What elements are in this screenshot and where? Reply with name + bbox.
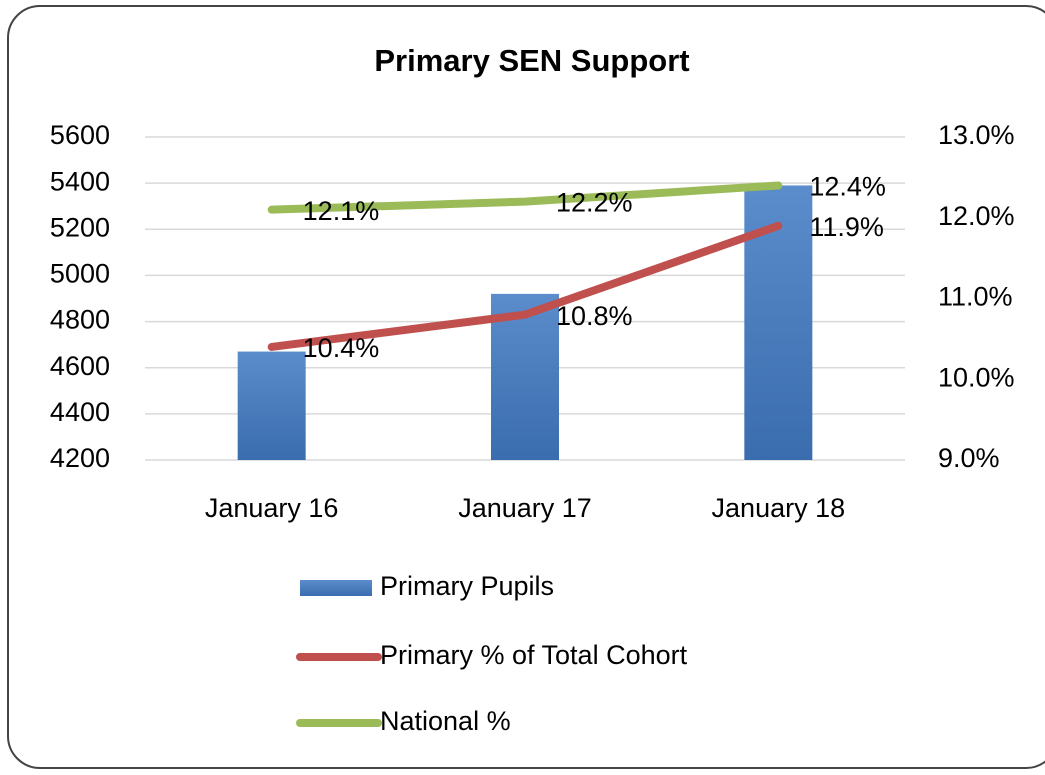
y-tick-label: 5400 [50,166,110,196]
y-tick-label: 4800 [50,305,110,335]
y-tick-label: 5000 [50,259,110,289]
x-tick-label: January 16 [205,493,339,523]
data-label: 12.1% [303,196,380,226]
legend-label: Primary Pupils [380,571,554,601]
data-label: 10.8% [556,301,633,331]
data-label: 12.4% [809,172,886,202]
y2-tick-label: 9.0% [938,443,1000,473]
y2-tick-label: 12.0% [938,201,1015,231]
x-tick-label: January 17 [458,493,592,523]
y2-tick-label: 13.0% [938,120,1015,150]
y-tick-label: 4200 [50,443,110,473]
line [267,181,783,214]
y2-tick-label: 11.0% [938,282,1013,312]
data-label: 11.9% [809,212,884,242]
y-tick-label: 4600 [50,351,110,381]
y-tick-label: 5200 [50,212,110,242]
legend-label: Primary % of Total Cohort [380,640,688,670]
data-label: 10.4% [303,333,380,363]
line [267,221,783,351]
y-tick-label: 5600 [50,120,110,150]
y-tick-label: 4400 [50,397,110,427]
x-tick-label: January 18 [712,493,846,523]
y2-tick-label: 10.0% [938,362,1015,392]
legend-label: National % [380,706,511,736]
chart-title: Primary SEN Support [374,43,689,78]
legend-swatch [300,580,372,596]
bar [237,351,306,460]
data-label: 12.2% [556,188,633,218]
